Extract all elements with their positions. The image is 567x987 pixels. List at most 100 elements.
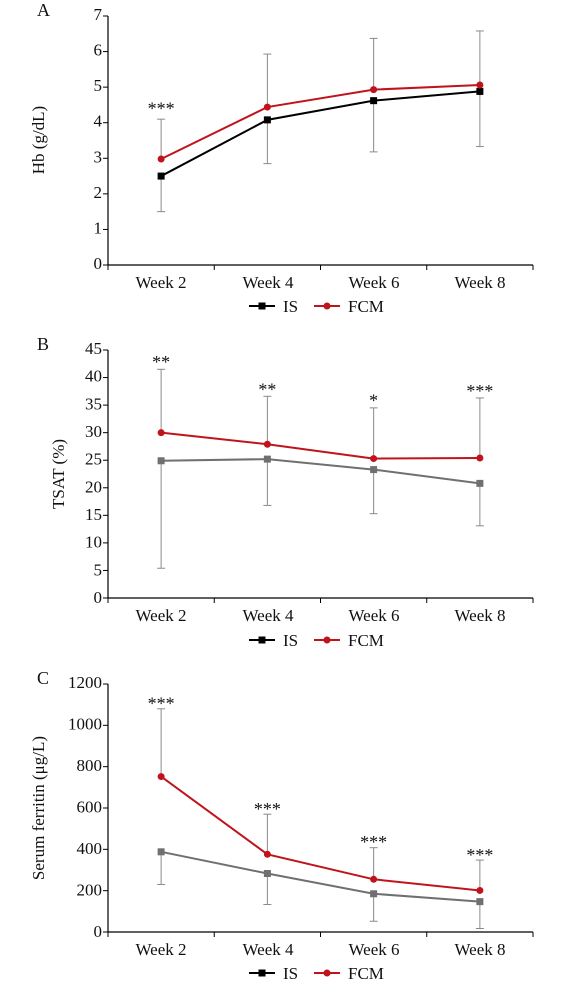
y-tick-label: 200 (77, 881, 103, 900)
legend-label-is: IS (283, 297, 298, 316)
series-line-fcm (160, 84, 480, 160)
y-tick-label: 45 (85, 339, 102, 358)
legend-label-fcm: FCM (348, 297, 384, 316)
series-line-fcm (160, 775, 480, 892)
series-line-is (161, 458, 481, 485)
data-point-fcm (370, 455, 378, 463)
y-tick-label: 0 (94, 588, 103, 607)
x-tick-label: Week 2 (135, 273, 186, 292)
legend-marker-fcm (323, 302, 331, 310)
y-tick-label: 600 (77, 798, 103, 817)
y-tick-label: 0 (94, 254, 103, 273)
x-tick-label: Week 6 (348, 273, 399, 292)
x-tick-label: Week 6 (348, 606, 399, 625)
legend-marker-is (258, 636, 266, 644)
data-point-is (263, 455, 271, 463)
panel-label: B (37, 334, 49, 354)
series-line-fcm (161, 431, 480, 460)
data-point-is (370, 97, 378, 105)
legend-marker-fcm (323, 969, 331, 977)
y-axis-label: TSAT (%) (49, 439, 68, 509)
x-tick-label: Week 8 (454, 606, 505, 625)
data-point-fcm (263, 440, 271, 448)
data-point-is (157, 457, 165, 465)
y-tick-label: 10 (85, 533, 102, 552)
y-tick-label: 0 (94, 922, 103, 941)
significance-label: *** (466, 381, 493, 401)
y-tick-label: 4 (94, 112, 103, 131)
x-tick-label: Week 4 (242, 940, 294, 959)
legend-label-fcm: FCM (348, 964, 384, 983)
y-tick-label: 400 (77, 839, 103, 858)
legend-label-fcm: FCM (348, 631, 384, 650)
legend: IS FCM (249, 631, 384, 650)
data-point-fcm (157, 155, 165, 163)
y-tick-label: 25 (85, 450, 102, 469)
x-tick-labels: Week 2 Week 4 Week 6 Week 8 (135, 940, 505, 959)
data-point-is (370, 466, 378, 474)
x-tick-labels: Week 2 Week 4 Week 6 Week 8 (135, 606, 505, 625)
y-tick-label: 1200 (68, 673, 102, 692)
y-tick-label: 7 (94, 5, 103, 24)
data-point-fcm (370, 86, 378, 94)
data-point-is (476, 479, 484, 487)
data-point-fcm (476, 81, 484, 89)
data-point-is (476, 898, 484, 906)
y-axis-label: Hb (g/dL) (29, 106, 48, 174)
significance-label: *** (360, 832, 387, 852)
data-point-is (370, 890, 378, 898)
y-tick-label: 20 (85, 477, 102, 496)
legend-marker-is (258, 302, 266, 310)
series-line-is (160, 90, 480, 177)
data-point-is (157, 848, 165, 856)
x-tick-label: Week 6 (348, 940, 399, 959)
panel-a: A Hb (g/dL) 0 1 2 3 4 5 6 7 Week 2 Week … (29, 0, 534, 316)
y-tick-label: 1 (94, 218, 103, 237)
y-tick-label: 15 (85, 505, 102, 524)
data-point-fcm (370, 875, 378, 883)
data-point-is (157, 172, 165, 180)
data-point-fcm (157, 429, 165, 437)
y-tick-label: 800 (77, 756, 103, 775)
x-tick-labels: Week 2 Week 4 Week 6 Week 8 (135, 273, 505, 292)
significance-label: *** (466, 845, 493, 865)
y-tick-label: 2 (94, 183, 103, 202)
series-line-is (160, 850, 480, 903)
significance-label: ** (152, 352, 170, 372)
data-point-fcm (263, 850, 271, 858)
y-tick-label: 40 (85, 367, 102, 386)
y-tick-label: 5 (94, 560, 103, 579)
legend-marker-is (258, 969, 266, 977)
y-tick-label: 3 (94, 147, 103, 166)
data-point-is (476, 87, 484, 95)
y-tick-label: 35 (85, 394, 102, 413)
significance-label: *** (254, 799, 281, 819)
x-tick-label: Week 8 (454, 273, 505, 292)
legend: IS FCM (249, 297, 384, 316)
y-axis-label: Serum ferritin (μg/L) (29, 736, 48, 880)
significance-label: *** (148, 694, 175, 714)
legend-marker-fcm (323, 636, 331, 644)
data-point-is (263, 116, 271, 124)
panel-label: C (37, 668, 49, 688)
data-point-fcm (157, 773, 165, 781)
y-tick-label: 1000 (68, 715, 102, 734)
legend: IS FCM (249, 964, 384, 983)
y-tick-label: 5 (94, 76, 103, 95)
x-tick-label: Week 4 (242, 606, 294, 625)
significance-label: * (369, 391, 378, 411)
data-point-fcm (476, 454, 484, 462)
y-tick-labels: 0 5 10 15 20 25 30 35 40 45 (85, 339, 102, 607)
data-point-fcm (476, 886, 484, 894)
x-tick-label: Week 4 (242, 273, 294, 292)
legend-label-is: IS (283, 964, 298, 983)
panel-c: C Serum ferritin (μg/L) 0 200 400 600 80… (29, 668, 534, 983)
data-point-is (263, 870, 271, 878)
x-tick-label: Week 8 (454, 940, 505, 959)
y-tick-labels: 0 1 2 3 4 5 6 7 (94, 5, 103, 273)
y-tick-label: 30 (85, 422, 102, 441)
significance-label: ** (258, 380, 276, 400)
panel-label: A (37, 0, 50, 20)
y-tick-label: 6 (94, 41, 103, 60)
